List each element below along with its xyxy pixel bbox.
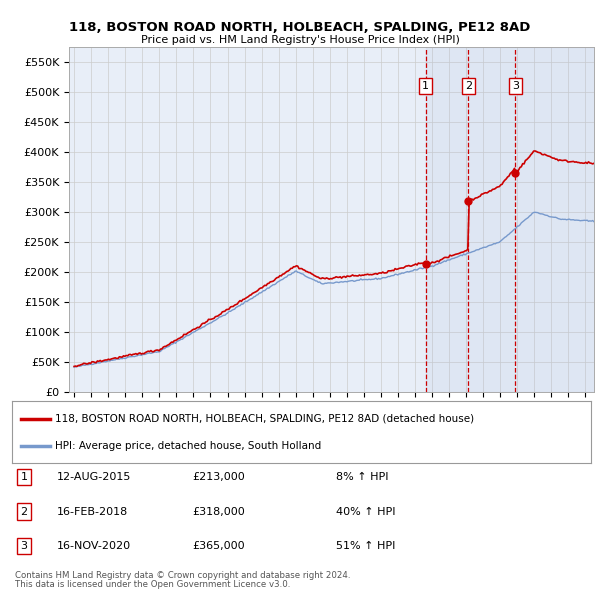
Text: Contains HM Land Registry data © Crown copyright and database right 2024.: Contains HM Land Registry data © Crown c… xyxy=(15,571,350,581)
Text: This data is licensed under the Open Government Licence v3.0.: This data is licensed under the Open Gov… xyxy=(15,579,290,589)
Text: 51% ↑ HPI: 51% ↑ HPI xyxy=(336,541,395,550)
Text: 2: 2 xyxy=(464,81,472,91)
Bar xyxy=(425,47,600,392)
Text: 1: 1 xyxy=(20,473,28,482)
Text: 16-NOV-2020: 16-NOV-2020 xyxy=(57,541,131,550)
Text: £213,000: £213,000 xyxy=(192,473,245,482)
Text: 118, BOSTON ROAD NORTH, HOLBEACH, SPALDING, PE12 8AD: 118, BOSTON ROAD NORTH, HOLBEACH, SPALDI… xyxy=(70,21,530,34)
Text: £318,000: £318,000 xyxy=(192,507,245,516)
Text: 8% ↑ HPI: 8% ↑ HPI xyxy=(336,473,389,482)
Text: 12-AUG-2015: 12-AUG-2015 xyxy=(57,473,131,482)
Text: HPI: Average price, detached house, South Holland: HPI: Average price, detached house, Sout… xyxy=(55,441,322,451)
Text: 40% ↑ HPI: 40% ↑ HPI xyxy=(336,507,395,516)
Text: 2: 2 xyxy=(20,507,28,516)
Text: 16-FEB-2018: 16-FEB-2018 xyxy=(57,507,128,516)
Text: 3: 3 xyxy=(20,541,28,550)
Text: 3: 3 xyxy=(512,81,519,91)
Text: £365,000: £365,000 xyxy=(192,541,245,550)
Text: Price paid vs. HM Land Registry's House Price Index (HPI): Price paid vs. HM Land Registry's House … xyxy=(140,35,460,45)
Text: 1: 1 xyxy=(422,81,429,91)
Text: 118, BOSTON ROAD NORTH, HOLBEACH, SPALDING, PE12 8AD (detached house): 118, BOSTON ROAD NORTH, HOLBEACH, SPALDI… xyxy=(55,414,475,424)
